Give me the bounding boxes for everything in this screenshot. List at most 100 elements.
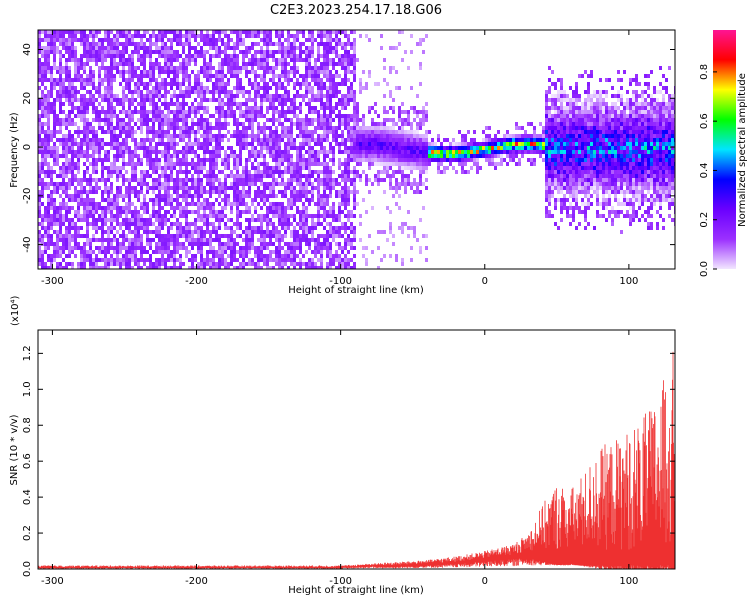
heatmap-cell [242,138,245,142]
heatmap-cell [38,70,41,74]
heatmap-cell [182,190,185,194]
heatmap-cell [137,214,140,218]
heatmap-cell [296,126,299,130]
heatmap-cell [41,266,44,269]
heatmap-cell [47,198,50,202]
heatmap-cell [179,134,182,138]
heatmap-cell [278,250,281,254]
heatmap-cell [242,246,245,250]
heatmap-cell [167,142,170,146]
heatmap-cell [233,242,236,246]
heatmap-cell [338,58,341,62]
heatmap-cell [50,194,53,198]
heatmap-cell [269,250,272,254]
heatmap-cell [296,154,299,158]
heatmap-cell [68,166,71,170]
heatmap-cell [299,110,302,114]
heatmap-cell [257,174,260,178]
heatmap-cell [173,70,176,74]
heatmap-cell [134,50,137,54]
heatmap-cell [71,218,74,222]
heatmap-cell [350,46,353,50]
heatmap-cell [113,142,116,146]
heatmap-cell [338,126,341,130]
heatmap-cell [290,178,293,182]
heatmap-cell [377,230,380,234]
heatmap-cell [215,150,218,154]
heatmap-cell [257,238,260,242]
heatmap-cell [305,186,308,190]
heatmap-cell [248,122,251,126]
heatmap-cell [62,222,65,226]
heatmap-cell [344,202,347,206]
heatmap-cell [215,226,218,230]
heatmap-cell [155,182,158,186]
heatmap-cell [38,98,41,102]
heatmap-cell [341,174,344,178]
heatmap-cell [107,142,110,146]
heatmap-cell [251,58,254,62]
heatmap-cell [290,146,293,150]
heatmap-cell [260,58,263,62]
heatmap-cell [221,70,224,74]
heatmap-cell [323,122,326,126]
heatmap-cell [179,106,182,110]
heatmap-cell [59,194,62,198]
heatmap-cell [212,126,215,130]
heatmap-cell [230,94,233,98]
heatmap-cell [344,194,347,198]
heatmap-cell [80,250,83,254]
heatmap-cell [92,186,95,190]
heatmap-cell [86,170,89,174]
heatmap-cell [194,170,197,174]
heatmap-cell [86,46,89,50]
heatmap-cell [149,162,152,166]
heatmap-cell [266,126,269,130]
heatmap-cell [230,246,233,250]
heatmap-cell [140,174,143,178]
heatmap-cell [221,58,224,62]
heatmap-cell [335,242,338,246]
heatmap-cell [92,266,95,269]
heatmap-cell [365,246,368,250]
heatmap-cell [266,142,269,146]
heatmap-cell [92,214,95,218]
heatmap-cell [362,118,365,122]
heatmap-cell [134,82,137,86]
heatmap-cell [323,194,326,198]
heatmap-cell [329,242,332,246]
heatmap-cell [353,134,356,138]
heatmap-cell [212,254,215,258]
heatmap-cell [326,150,329,154]
heatmap-cell [179,70,182,74]
heatmap-cell [89,34,92,38]
heatmap-cell [320,150,323,154]
heatmap-cell [65,246,68,250]
heatmap-cell [338,90,341,94]
heatmap-cell [164,118,167,122]
heatmap-cell [68,182,71,186]
heatmap-cell [164,194,167,198]
heatmap-cell [182,262,185,266]
heatmap-cell [263,114,266,118]
heatmap-cell [110,38,113,42]
heatmap-cell [329,94,332,98]
heatmap-cell [173,206,176,210]
heatmap-cell [350,226,353,230]
heatmap-cell [326,62,329,66]
heatmap-cell [341,94,344,98]
heatmap-cell [110,190,113,194]
heatmap-cell [371,118,374,122]
heatmap-cell [245,242,248,246]
heatmap-cell [251,134,254,138]
heatmap-cell [275,262,278,266]
heatmap-cell [332,162,335,166]
heatmap-cell [341,202,344,206]
heatmap-cell [116,126,119,130]
heatmap-cell [182,126,185,130]
heatmap-cell [320,142,323,146]
heatmap-cell [287,130,290,134]
heatmap-cell [92,110,95,114]
heatmap-cell [344,94,347,98]
heatmap-cell [248,58,251,62]
